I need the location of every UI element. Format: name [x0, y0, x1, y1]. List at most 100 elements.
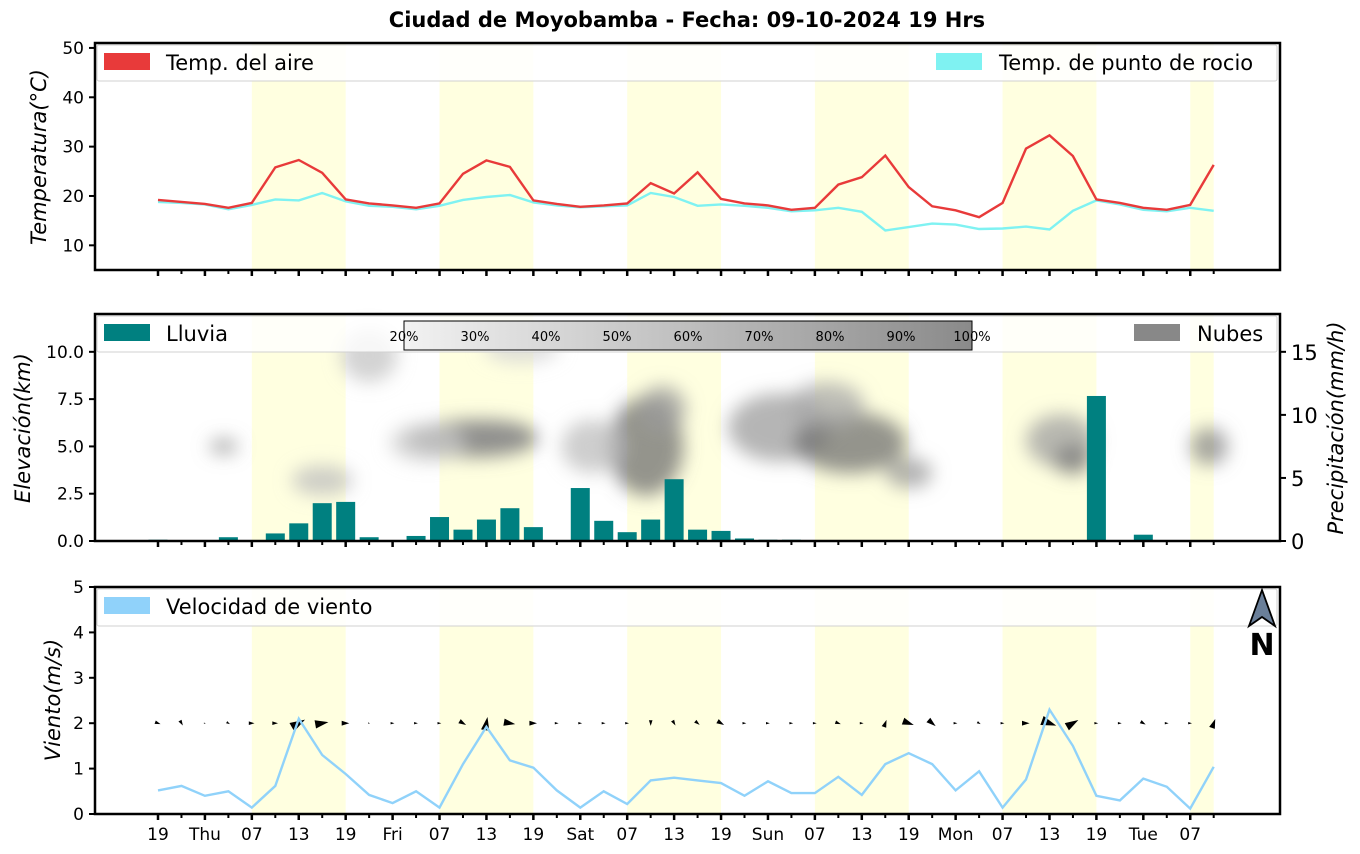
x-tick-label: 07: [429, 825, 451, 845]
wind-arrow: [742, 722, 747, 725]
y-tick-label: 3: [73, 669, 84, 689]
temperature-y-axis-label: Temperatura(°C): [27, 69, 51, 245]
colorbar-label: 100%: [953, 330, 990, 345]
rain-bar: [1086, 395, 1106, 541]
wind-axes-frame: [93, 585, 1282, 816]
x-tick-label: 19: [898, 825, 920, 845]
y-tick-label: 50: [62, 39, 84, 59]
wind-arrow: [341, 720, 350, 726]
wind-arrow: [648, 720, 653, 726]
x-axis-ticks: 19 Thu 07 13 19 Fri 07 13 19 Sat 07 13 19 Sun 07 13 19 Mo…: [147, 270, 1215, 845]
y-right-tick-label: 10: [1291, 404, 1318, 428]
colorbar-label: 20%: [390, 330, 419, 345]
rain-bar: [735, 538, 754, 541]
wind-arrow: [601, 722, 606, 725]
wind-arrow: [503, 718, 516, 726]
wind-arrow: [1139, 720, 1146, 725]
wind-arrow: [694, 719, 700, 725]
wind-arrow: [248, 721, 255, 725]
rain-axes-frame: [93, 312, 1282, 543]
x-tick-label: 07: [1179, 825, 1201, 845]
wind-arrow: [1064, 720, 1079, 731]
x-tick-label: 19: [147, 825, 169, 845]
y-tick-label: 20: [62, 187, 84, 207]
legend-label-wind: Velocidad de viento: [166, 595, 372, 619]
air-temperature-line: [157, 133, 1215, 219]
cloud-blob: [793, 412, 907, 473]
cloud-blob: [1190, 427, 1228, 466]
rain-bar: [218, 537, 238, 541]
wind-arrow: [272, 721, 278, 725]
wind-arrow: [154, 720, 161, 725]
wind-panel: 0 1 2 3 4 5 Viento(m/s) Velocidad de viento N: [41, 578, 1282, 825]
wind-arrow: [1209, 718, 1216, 729]
y-tick-label: 10: [62, 236, 84, 256]
rain-bar: [570, 488, 590, 541]
rain-bar: [406, 535, 426, 541]
dew-point-line: [157, 191, 1214, 232]
wind-arrow: [458, 719, 467, 726]
y-tick-label: 1: [73, 760, 84, 780]
temperature-axes-frame: [93, 41, 1282, 272]
temperature-legend: Temp. del aire Temp. de punto de rocio: [96, 44, 1278, 82]
wind-arrow: [1164, 722, 1169, 725]
rain-bar: [1133, 534, 1153, 541]
cloud-blob: [561, 419, 623, 473]
north-arrow-icon: N: [1247, 587, 1277, 663]
wind-arrow: [789, 722, 794, 725]
colorbar-label: 80%: [816, 330, 845, 345]
rain-bar: [523, 527, 543, 541]
rain-bar: [500, 508, 520, 541]
wind-arrow: [554, 722, 559, 725]
rain-bar: [265, 533, 285, 541]
wind-legend: Velocidad de viento: [96, 588, 1278, 627]
wind-arrow: [716, 719, 725, 726]
wind-arrow: [881, 719, 887, 728]
y-right-tick-label: 0: [1291, 530, 1304, 554]
rain-bar: [336, 501, 356, 541]
colorbar-label: 40%: [532, 330, 561, 345]
wind-arrow: [766, 722, 770, 725]
wind-arrow: [437, 722, 442, 725]
rain-bar: [430, 517, 450, 541]
rain-bar: [641, 519, 661, 541]
cloud-blob: [209, 438, 238, 454]
wind-arrow: [578, 722, 583, 725]
x-tick-label: Tue: [1128, 825, 1158, 845]
wind-arrow: [1094, 722, 1099, 725]
rain-bar: [453, 529, 473, 541]
wind-arrow: [368, 722, 370, 724]
y-tick-label: 30: [62, 138, 84, 158]
day-band: [1190, 587, 1214, 814]
wind-arrow: [976, 721, 981, 725]
colorbar-label: 90%: [887, 330, 916, 345]
legend-swatch-wind: [104, 597, 150, 614]
wind-arrow: [671, 719, 676, 726]
x-tick-label: 07: [616, 825, 638, 845]
wind-arrow: [314, 720, 329, 729]
cloud-blob: [789, 382, 865, 428]
y-tick-label: 2.5: [57, 485, 84, 505]
rain-bar: [664, 479, 684, 541]
elevation-ticks: 0.0 2.5 5.0 7.5 10.0 0 5 10 15: [46, 341, 1318, 554]
cloud-blob: [885, 457, 933, 489]
x-tick-label: 13: [851, 825, 873, 845]
x-tick-label: 19: [1086, 825, 1108, 845]
wind-arrow: [859, 722, 864, 725]
y-tick-label: 10.0: [46, 343, 84, 363]
legend-swatch-clouds: [1134, 324, 1180, 341]
cloud-blob: [1054, 444, 1092, 475]
legend-label-clouds: Nubes: [1197, 322, 1263, 346]
wind-speed-line: [157, 706, 1215, 811]
wind-arrow: [1188, 722, 1192, 725]
cloud-blob: [390, 423, 466, 462]
rain-bar: [359, 537, 379, 541]
day-band: [1190, 314, 1214, 541]
y-tick-label: 0.0: [57, 532, 84, 552]
colorbar-label: 70%: [745, 330, 774, 345]
wind-arrow: [1117, 722, 1122, 725]
wind-arrow: [901, 717, 914, 726]
y-tick-label: 5: [73, 578, 84, 598]
chart-title: Ciudad de Moyobamba - Fecha: 09-10-2024 …: [389, 8, 985, 32]
